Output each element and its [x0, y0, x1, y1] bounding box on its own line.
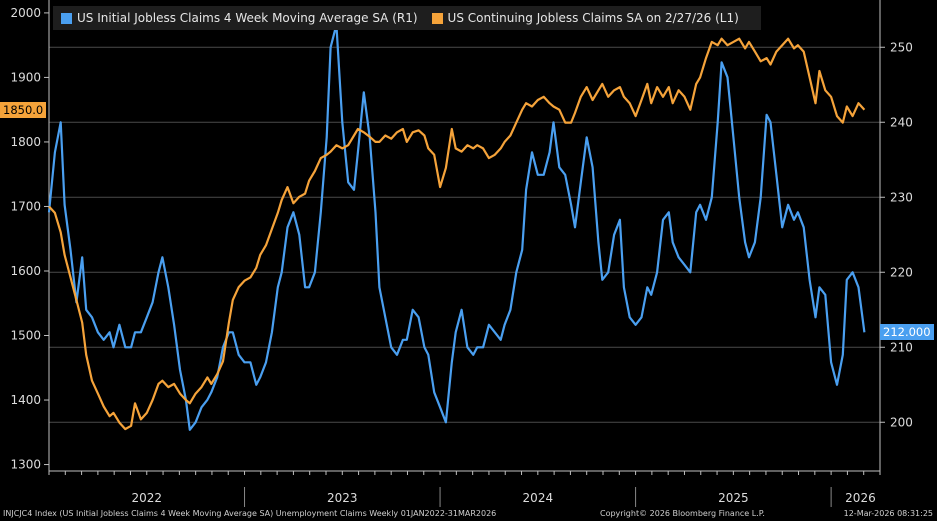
- x-tick-label-2024: 2024: [523, 491, 554, 505]
- left-tick-label: 2000: [10, 6, 41, 20]
- footer: INJCJC4 Index (US Initial Jobless Claims…: [0, 507, 937, 521]
- right-tick-label: 220: [890, 265, 913, 279]
- x-axis-ticks: 2022 2023 2024 2025 2026: [131, 491, 875, 505]
- legend-label-initial-claims: US Initial Jobless Claims 4 Week Moving …: [77, 11, 418, 25]
- year-separators: [244, 487, 832, 507]
- last-value-left-badge: 1850.0: [0, 101, 47, 118]
- right-tick-label: 200: [890, 415, 913, 429]
- legend-swatch-orange: [431, 12, 443, 24]
- left-axis-ticks: 1300 1400 1500 1600 1700 1800 1900 2000: [10, 6, 49, 472]
- left-tick-label: 1300: [10, 458, 41, 472]
- left-tick-label: 1800: [10, 135, 41, 149]
- legend-item-initial-claims[interactable]: US Initial Jobless Claims 4 Week Moving …: [61, 11, 418, 25]
- gridlines: [49, 46, 880, 423]
- left-tick-label: 1500: [10, 329, 41, 343]
- left-tick-label: 1600: [10, 264, 41, 278]
- series-lines: [47, 23, 866, 431]
- legend: US Initial Jobless Claims 4 Week Moving …: [53, 6, 761, 30]
- x-tick-label-2025: 2025: [718, 491, 749, 505]
- right-tick-label: 210: [890, 340, 913, 354]
- x-tick-label-2023: 2023: [327, 491, 358, 505]
- x-tick-label-2026: 2026: [845, 491, 876, 505]
- right-tick-label: 230: [890, 190, 913, 204]
- left-tick-label: 1900: [10, 70, 41, 84]
- left-tick-label: 1700: [10, 199, 41, 213]
- legend-swatch-blue: [61, 12, 72, 24]
- right-tick-label: 240: [890, 115, 913, 129]
- right-axis-ticks: 200 210 220 230 240 250: [880, 40, 913, 429]
- footer-source: INJCJC4 Index (US Initial Jobless Claims…: [3, 509, 497, 518]
- footer-timestamp: 12-Mar-2026 08:31:25: [843, 509, 933, 518]
- series-line-continuing-claims: [48, 37, 866, 431]
- footer-copyright: Copyright© 2026 Bloomberg Finance L.P.: [600, 509, 765, 518]
- series-line-initial-claims: [47, 23, 866, 431]
- x-tick-label-2022: 2022: [131, 491, 162, 505]
- left-tick-label: 1400: [10, 393, 41, 407]
- legend-item-continuing-claims[interactable]: US Continuing Jobless Claims SA on 2/27/…: [431, 11, 739, 25]
- right-tick-label: 250: [890, 40, 913, 54]
- legend-label-continuing-claims: US Continuing Jobless Claims SA on 2/27/…: [447, 11, 739, 25]
- axes: [48, 0, 881, 475]
- last-value-right-badge: 212.000: [880, 324, 934, 341]
